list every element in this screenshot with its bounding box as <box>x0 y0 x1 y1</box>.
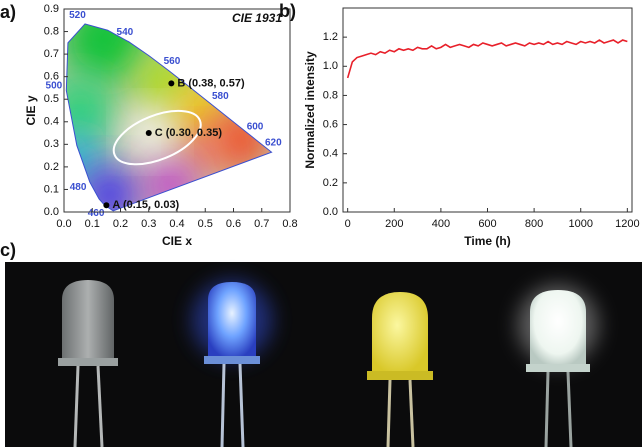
plot-frame <box>342 7 633 213</box>
data-point <box>103 202 110 209</box>
gamut-ellipse <box>112 109 202 166</box>
y-tick-label: 0.7 <box>44 48 59 60</box>
y-tick-label: 0.2 <box>44 161 59 173</box>
spectral-locus <box>65 23 273 212</box>
panel-label: c) <box>0 240 16 260</box>
y-tick-label: 0.4 <box>44 116 59 128</box>
x-tick-label: 0.4 <box>169 218 184 230</box>
led-clear <box>58 280 118 447</box>
x-tick-label: 0.0 <box>56 218 71 230</box>
wavelength-label: 500 <box>46 81 63 92</box>
led-yellow <box>367 292 433 447</box>
y-axis-label: CIE y <box>24 95 38 125</box>
wavelength-label: 580 <box>212 91 229 102</box>
data-line <box>346 39 628 79</box>
point-label: C (0.30, 0.35) <box>155 127 223 139</box>
wavelength-label: 560 <box>164 56 181 67</box>
x-tick-label: 0.5 <box>198 218 213 230</box>
y-tick-label: 0.9 <box>44 3 59 15</box>
y-tick-label: 0.0 <box>44 206 59 218</box>
wavelength-label: 540 <box>117 27 134 38</box>
data-point <box>145 130 152 137</box>
gamut-color <box>66 23 150 85</box>
y-tick-label: 0.6 <box>44 71 59 83</box>
x-tick-label: 0.1 <box>85 218 100 230</box>
x-axis-label: Time (h) <box>464 234 510 248</box>
x-tick-label: 1000 <box>568 218 592 230</box>
wavelength-label: 600 <box>247 121 264 132</box>
x-tick-label: 1200 <box>615 218 639 230</box>
x-tick-label: 0.2 <box>113 218 128 230</box>
point-label: A (0.15, 0.03) <box>112 199 179 211</box>
y-tick-label: 1.2 <box>323 31 338 43</box>
x-tick-label: 0 <box>345 218 351 230</box>
x-tick-label: 800 <box>525 218 543 230</box>
panel-label: a) <box>0 2 16 22</box>
y-tick-label: 0.5 <box>44 93 59 105</box>
y-tick-label: 0.8 <box>44 25 59 37</box>
x-tick-label: 0.7 <box>254 218 269 230</box>
wavelength-label: 460 <box>88 208 105 219</box>
x-tick-label: 0.8 <box>282 218 297 230</box>
chart-title: CIE 1931 <box>232 11 282 25</box>
wavelength-label: 620 <box>265 138 282 149</box>
led-white <box>518 285 598 447</box>
point-label: B (0.38, 0.57) <box>177 77 245 89</box>
y-tick-label: 0.3 <box>44 138 59 150</box>
y-tick-label: 1.0 <box>323 60 338 72</box>
wavelength-label: 520 <box>69 10 86 21</box>
y-tick-label: 0.1 <box>44 183 59 195</box>
y-tick-label: 0.4 <box>323 148 338 160</box>
y-axis-label: Normalized intensity <box>303 51 317 169</box>
gamut-color <box>66 75 115 145</box>
x-axis-label: CIE x <box>162 234 192 248</box>
x-tick-label: 600 <box>478 218 496 230</box>
wavelength-label: 480 <box>70 182 87 193</box>
y-tick-label: 0.6 <box>323 118 338 130</box>
x-tick-label: 0.3 <box>141 218 156 230</box>
led-blue <box>192 280 272 447</box>
data-point <box>168 80 175 87</box>
y-tick-label: 0.8 <box>323 89 338 101</box>
x-tick-label: 200 <box>385 218 403 230</box>
x-tick-label: 400 <box>432 218 450 230</box>
y-tick-label: 0.2 <box>323 177 338 189</box>
y-tick-label: 0.0 <box>323 206 338 218</box>
x-tick-label: 0.6 <box>226 218 241 230</box>
led-photo <box>5 262 642 447</box>
panel-label: b) <box>279 1 296 21</box>
